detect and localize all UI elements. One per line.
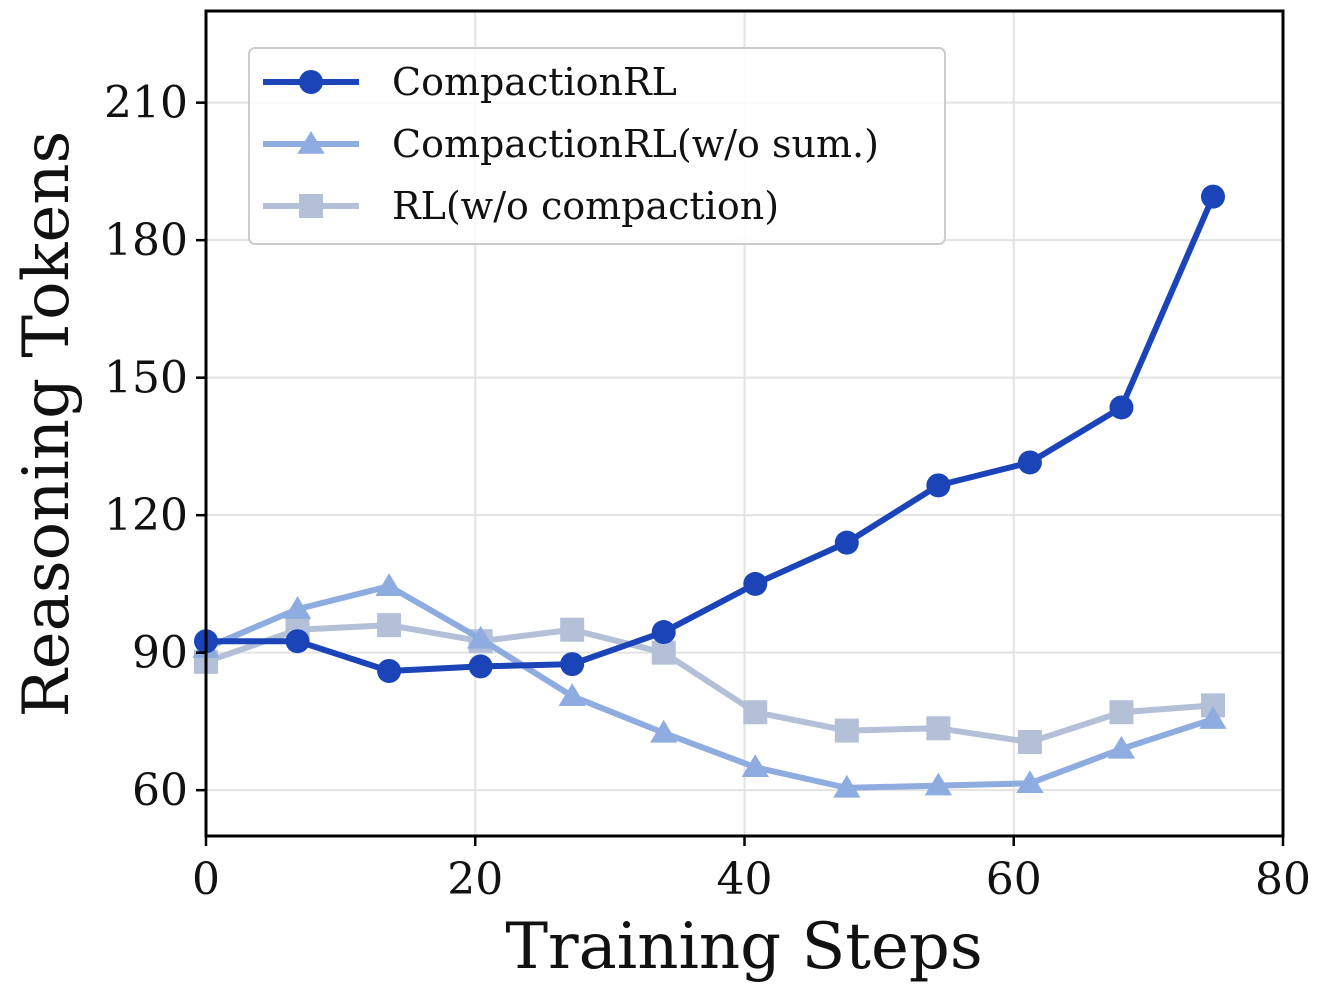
y-tick-label: 150 xyxy=(104,353,188,404)
y-tick-label: 210 xyxy=(104,78,188,129)
data-point xyxy=(1107,735,1136,759)
series-line xyxy=(205,622,1214,746)
data-point xyxy=(651,620,676,645)
data-point xyxy=(926,716,951,741)
data-point xyxy=(651,640,676,665)
data-point xyxy=(833,774,861,798)
legend-label: RL(w/o compaction) xyxy=(392,184,779,228)
series-1 xyxy=(192,573,1227,798)
series-layer xyxy=(192,184,1227,798)
data-point xyxy=(283,596,312,619)
legend-box xyxy=(248,47,946,245)
x-tick-label: 20 xyxy=(447,854,503,905)
data-point xyxy=(377,659,402,683)
data-point xyxy=(285,629,310,654)
data-point xyxy=(1017,730,1042,755)
data-point xyxy=(741,754,769,777)
legend-marker xyxy=(299,70,323,94)
axis-ticks: 0 20 40 60 80 60 90 120 150 180 210 xyxy=(104,78,1311,905)
data-point xyxy=(650,719,678,743)
x-axis-label: Training Steps xyxy=(505,910,982,984)
data-point xyxy=(834,530,859,555)
data-point xyxy=(924,772,953,796)
data-point xyxy=(743,700,768,725)
series-line xyxy=(204,583,1214,791)
legend-label: CompactionRL(w/o sum.) xyxy=(392,122,879,166)
data-point xyxy=(1016,770,1044,794)
legend-label: CompactionRL xyxy=(392,60,677,104)
data-point xyxy=(377,613,402,638)
legend-marker xyxy=(297,131,325,154)
data-point xyxy=(926,473,951,498)
data-point xyxy=(834,718,859,743)
data-point xyxy=(466,625,495,649)
data-point xyxy=(560,617,585,642)
data-point xyxy=(468,654,493,679)
y-tick-label: 60 xyxy=(132,765,188,816)
data-point xyxy=(375,573,403,596)
legend: CompactionRL CompactionRL(w/o sum.) RL(w/o… xyxy=(248,47,946,245)
series-0 xyxy=(194,184,1225,683)
data-point xyxy=(1017,450,1042,475)
y-tick-label: 120 xyxy=(104,490,188,541)
x-tick-label: 0 xyxy=(192,854,220,905)
data-point xyxy=(1199,706,1227,729)
y-tick-label: 90 xyxy=(132,628,188,679)
series-line xyxy=(206,195,1216,674)
data-point xyxy=(1109,395,1134,420)
x-tick-label: 60 xyxy=(986,854,1042,905)
legend-marker xyxy=(299,194,323,218)
x-tick-label: 80 xyxy=(1255,854,1311,905)
data-point xyxy=(558,683,586,706)
y-tick-label: 180 xyxy=(104,215,188,266)
data-point xyxy=(1200,184,1225,209)
data-point xyxy=(1109,700,1134,725)
x-tick-label: 40 xyxy=(717,854,773,905)
data-point xyxy=(743,571,768,596)
data-point xyxy=(560,652,585,677)
y-axis-label: Reasoning Tokens xyxy=(10,131,84,718)
